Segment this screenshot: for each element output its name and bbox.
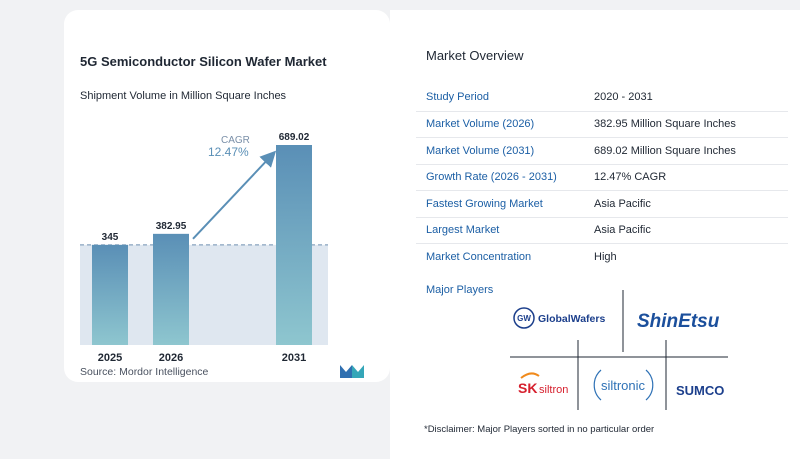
table-row: Market Concentration High: [416, 243, 788, 270]
bar-2031: [276, 145, 312, 345]
row-key: Market Concentration: [426, 250, 532, 263]
chart-subtitle: Shipment Volume in Million Square Inches: [80, 90, 287, 102]
svg-text:SUMCO: SUMCO: [676, 383, 724, 398]
siltronic-logo: siltronic: [593, 369, 654, 401]
row-key: Market Volume (2031): [426, 144, 535, 157]
table-row: Fastest Growing Market Asia Pacific: [416, 190, 788, 217]
svg-text:ShinEtsu: ShinEtsu: [637, 311, 720, 332]
table-row: Market Volume (2031) 689.02 Million Squar…: [416, 137, 788, 164]
table-row: Growth Rate (2026 - 2031) 12.47% CAGR: [416, 163, 788, 191]
chart-card: 5G Semiconductor Silicon Wafer Market Sh…: [64, 10, 390, 382]
bar-chart: 345 2025 382.95 2026 689.02 2031 CAGR 12.47%: [80, 132, 328, 364]
row-value: 382.95 Million Square Inches: [594, 118, 736, 131]
cagr-arrow: [192, 150, 277, 240]
disclaimer: *Disclaimer: Major Players sorted in no …: [424, 424, 655, 435]
svg-text:GlobalWafers: GlobalWafers: [538, 313, 605, 325]
overview-table: Study Period 2020 - 2031 Market Volume (2…: [416, 84, 788, 270]
row-value: 12.47% CAGR: [594, 171, 667, 184]
row-key: Largest Market: [426, 224, 500, 237]
table-row: Largest Market Asia Pacific: [416, 216, 788, 244]
major-players-title: Major Players: [426, 284, 494, 296]
value-label-2025: 345: [102, 232, 119, 243]
category-label-2026: 2026: [159, 352, 183, 364]
row-value: Asia Pacific: [594, 224, 651, 237]
cagr-label: CAGR: [221, 135, 250, 146]
category-label-2031: 2031: [282, 352, 306, 364]
mordor-logo-icon: [340, 365, 364, 378]
row-value: 2020 - 2031: [594, 91, 653, 104]
chart-title: 5G Semiconductor Silicon Wafer Market: [80, 54, 327, 69]
source-note: Source: Mordor Intelligence: [80, 366, 209, 378]
shinetsu-logo: ShinEtsu: [637, 311, 720, 332]
row-value: 689.02 Million Square Inches: [594, 144, 736, 157]
overview-title: Market Overview: [426, 48, 524, 63]
row-key: Market Volume (2026): [426, 118, 535, 131]
svg-text:SK: SK: [518, 380, 537, 396]
svg-text:GW: GW: [517, 314, 531, 323]
row-value: High: [594, 250, 617, 263]
row-key: Fastest Growing Market: [426, 197, 543, 210]
table-row: Market Volume (2026) 382.95 Million Squar…: [416, 110, 788, 138]
globalwafers-logo: GW GlobalWafers: [513, 307, 605, 329]
row-value: Asia Pacific: [594, 197, 651, 210]
row-key: Growth Rate (2026 - 2031): [426, 171, 557, 184]
sk-siltron-logo: SK siltron: [518, 372, 568, 396]
bar-2025: [92, 244, 128, 345]
table-row: Study Period 2020 - 2031: [416, 84, 788, 111]
bar-2026: [153, 233, 189, 345]
svg-text:siltron: siltron: [539, 384, 568, 396]
overview-panel: Market Overview Study Period 2020 - 2031 …: [390, 10, 800, 459]
svg-text:siltronic: siltronic: [601, 378, 646, 393]
sumco-logo: SUMCO: [676, 383, 724, 398]
value-label-2026: 382.95: [156, 221, 187, 232]
cagr-value: 12.47%: [208, 145, 249, 159]
value-label-2031: 689.02: [279, 132, 310, 143]
category-label-2025: 2025: [98, 352, 122, 364]
row-key: Study Period: [426, 91, 489, 104]
major-players-grid: GW GlobalWafers ShinEtsu SK siltron silt…: [510, 290, 728, 410]
